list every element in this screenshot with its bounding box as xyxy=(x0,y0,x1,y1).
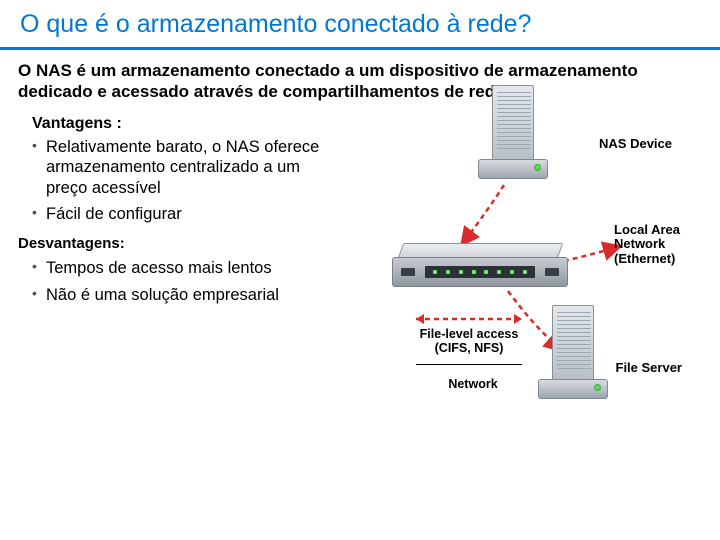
fileaccess-label: File-level access (CIFS, NFS) xyxy=(414,327,524,356)
title-bar: O que é o armazenamento conectado à rede… xyxy=(0,0,720,47)
diagram-column: NAS Device Local Area Network (Ethernet)… xyxy=(338,115,702,475)
list-item: Tempos de acesso mais lentos xyxy=(32,258,328,279)
nas-label: NAS Device xyxy=(599,137,672,152)
text-column: Vantagens : Relativamente barato, o NAS … xyxy=(18,115,328,475)
network-label: Network xyxy=(438,377,508,391)
switch-icon xyxy=(392,243,568,289)
page-title: O que é o armazenamento conectado à rede… xyxy=(20,10,700,39)
nas-device-icon xyxy=(478,85,548,185)
list-item: Fácil de configurar xyxy=(32,204,328,225)
list-item: Relativamente barato, o NAS oferece arma… xyxy=(32,137,328,199)
fileaccess-underline xyxy=(416,364,522,365)
disadvantages-list: Tempos de acesso mais lentos Não é uma s… xyxy=(32,258,328,305)
network-diagram: NAS Device Local Area Network (Ethernet)… xyxy=(338,115,702,475)
advantages-heading: Vantagens : xyxy=(32,115,328,133)
definition-text: O NAS é um armazenamento conectado a um … xyxy=(18,60,702,103)
lan-label: Local Area Network (Ethernet) xyxy=(614,223,694,268)
fileserver-label: File Server xyxy=(616,361,683,376)
disadvantages-heading: Desvantagens: xyxy=(18,235,328,252)
advantages-list: Relativamente barato, o NAS oferece arma… xyxy=(32,137,328,226)
list-item: Não é uma solução empresarial xyxy=(32,285,328,306)
file-server-icon xyxy=(538,305,608,405)
content-area: O NAS é um armazenamento conectado a um … xyxy=(0,50,720,485)
columns: Vantagens : Relativamente barato, o NAS … xyxy=(18,115,702,475)
